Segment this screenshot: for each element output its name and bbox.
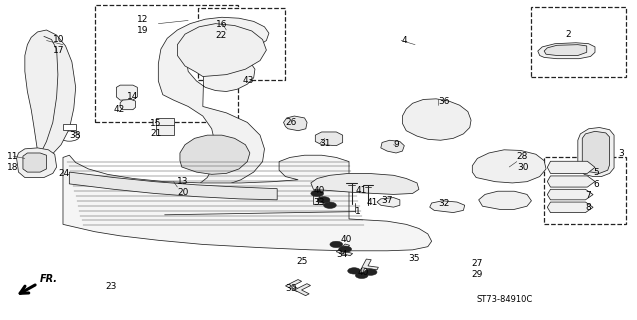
Polygon shape: [538, 43, 595, 59]
Text: 9: 9: [394, 140, 399, 149]
Text: 23: 23: [106, 282, 117, 291]
Circle shape: [317, 197, 330, 203]
Text: 12: 12: [138, 15, 148, 24]
Polygon shape: [311, 173, 419, 195]
Polygon shape: [117, 85, 138, 100]
Polygon shape: [547, 161, 595, 173]
Text: 41: 41: [366, 197, 378, 206]
Text: 5: 5: [594, 168, 599, 177]
Text: 15: 15: [150, 119, 162, 128]
Text: 18: 18: [7, 163, 18, 172]
Text: 6: 6: [594, 180, 599, 189]
Text: 3: 3: [619, 149, 624, 158]
Polygon shape: [578, 127, 614, 177]
Text: 32: 32: [438, 199, 449, 208]
Circle shape: [311, 190, 324, 197]
Text: 41: 41: [355, 186, 367, 195]
Bar: [95, 5, 238, 123]
Bar: [531, 7, 626, 76]
Text: 38: 38: [69, 131, 81, 140]
Text: 13: 13: [177, 177, 189, 186]
Text: 14: 14: [127, 92, 138, 101]
Polygon shape: [177, 24, 266, 76]
Polygon shape: [313, 195, 329, 204]
Bar: [157, 118, 174, 135]
Text: FR.: FR.: [40, 274, 58, 284]
Polygon shape: [547, 202, 593, 212]
Polygon shape: [285, 280, 302, 292]
Text: ST73-84910C: ST73-84910C: [476, 295, 533, 304]
Text: 2: 2: [565, 30, 571, 39]
Text: 30: 30: [517, 163, 528, 172]
Bar: [63, 124, 76, 130]
Text: 33: 33: [313, 197, 325, 206]
Polygon shape: [362, 259, 378, 270]
Text: 28: 28: [517, 152, 528, 161]
Polygon shape: [63, 155, 432, 251]
Polygon shape: [582, 131, 610, 173]
Circle shape: [348, 268, 361, 274]
Polygon shape: [381, 140, 404, 153]
Circle shape: [330, 241, 343, 248]
Circle shape: [355, 272, 368, 278]
Text: 34: 34: [336, 251, 348, 260]
Text: 42: 42: [114, 105, 125, 114]
Text: 22: 22: [215, 31, 227, 40]
Text: 40: 40: [341, 235, 352, 244]
Text: 43: 43: [242, 76, 254, 85]
Polygon shape: [294, 284, 310, 296]
Bar: [197, 8, 285, 80]
Text: 25: 25: [296, 257, 308, 266]
Text: 24: 24: [58, 169, 69, 178]
Polygon shape: [544, 45, 587, 55]
Text: 19: 19: [138, 26, 149, 35]
Text: 16: 16: [215, 20, 227, 29]
Bar: [544, 157, 626, 224]
Polygon shape: [472, 150, 546, 183]
Polygon shape: [403, 99, 471, 140]
Text: 7: 7: [585, 191, 591, 200]
Text: 39: 39: [285, 284, 297, 292]
Polygon shape: [120, 100, 136, 110]
Text: 40: 40: [313, 186, 325, 195]
Polygon shape: [69, 172, 277, 200]
Polygon shape: [159, 17, 269, 195]
Text: 40: 40: [358, 268, 369, 277]
Text: 10: 10: [54, 35, 65, 44]
Text: 21: 21: [150, 129, 161, 138]
Polygon shape: [430, 201, 464, 212]
Text: 26: 26: [285, 118, 297, 127]
Circle shape: [339, 246, 352, 252]
Polygon shape: [23, 153, 47, 172]
Text: 29: 29: [471, 269, 482, 279]
Text: 35: 35: [409, 254, 420, 263]
Text: 37: 37: [381, 196, 392, 205]
Polygon shape: [17, 148, 57, 178]
Text: 11: 11: [7, 152, 18, 161]
Polygon shape: [478, 191, 531, 209]
Circle shape: [324, 202, 336, 208]
Polygon shape: [315, 132, 343, 146]
Text: 36: 36: [438, 97, 450, 106]
Polygon shape: [180, 135, 250, 174]
Polygon shape: [25, 30, 76, 161]
Polygon shape: [377, 197, 400, 207]
Text: 8: 8: [585, 203, 591, 212]
Text: 1: 1: [355, 207, 361, 216]
Polygon shape: [547, 176, 595, 187]
Polygon shape: [283, 116, 307, 131]
Text: 4: 4: [401, 36, 407, 45]
Polygon shape: [336, 244, 353, 256]
Text: 27: 27: [471, 259, 482, 268]
Circle shape: [364, 269, 377, 275]
Text: 20: 20: [177, 188, 189, 197]
Polygon shape: [547, 189, 593, 200]
Text: 31: 31: [320, 139, 331, 148]
Text: 17: 17: [54, 45, 65, 55]
